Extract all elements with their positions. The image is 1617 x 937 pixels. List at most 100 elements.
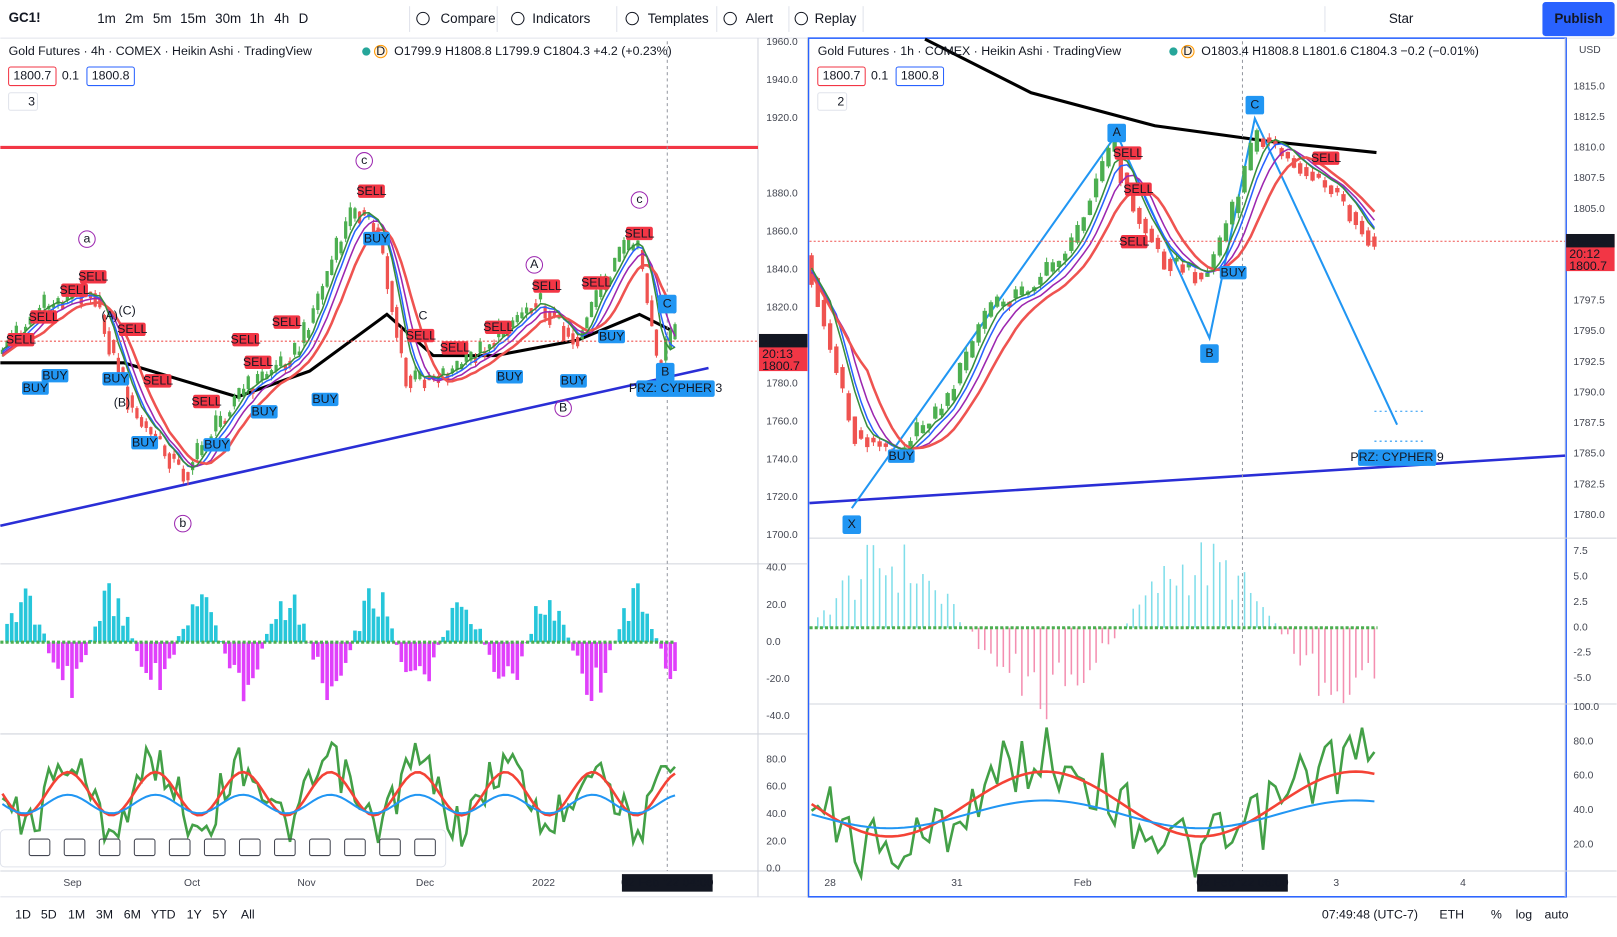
- toolbar-button[interactable]: Alert: [746, 11, 774, 26]
- drawing-tool[interactable]: [238, 838, 261, 857]
- time-label: Feb: [1074, 878, 1092, 889]
- drawing-tool[interactable]: [274, 838, 296, 857]
- candle-body: [945, 393, 950, 406]
- drawing-tool[interactable]: [309, 838, 331, 857]
- candle-body: [834, 346, 839, 373]
- range-button[interactable]: 1M: [68, 908, 85, 922]
- interval[interactable]: 1m: [97, 11, 116, 26]
- range-button[interactable]: 3M: [96, 908, 113, 922]
- drawing-tool[interactable]: [344, 838, 366, 857]
- interval[interactable]: 1h: [250, 11, 265, 26]
- range-button[interactable]: 6M: [124, 908, 141, 922]
- prz-box: [636, 380, 715, 397]
- rsi-blue: [1, 793, 676, 815]
- candle-body: [255, 374, 260, 384]
- candle-body: [1118, 157, 1123, 184]
- drawing-tool[interactable]: [63, 838, 86, 857]
- last-price: 1802.4: [762, 333, 800, 347]
- price-label: 1960.0: [766, 37, 798, 48]
- session[interactable]: ETH: [1439, 908, 1464, 922]
- candle-body: [51, 304, 56, 308]
- candle-body: [1007, 301, 1012, 307]
- range-button[interactable]: 1D: [15, 908, 31, 922]
- publish-label[interactable]: Publish: [1554, 11, 1602, 26]
- candle-body: [1044, 262, 1049, 276]
- signal: BUY: [497, 370, 522, 384]
- candle-body: [673, 324, 677, 340]
- drawing-tool[interactable]: [414, 838, 436, 857]
- range-button[interactable]: 5D: [41, 908, 57, 922]
- legend-toggle[interactable]: [817, 92, 848, 111]
- range-button[interactable]: 5Y: [212, 908, 227, 922]
- candle-body: [181, 468, 185, 482]
- interval[interactable]: 15m: [180, 11, 206, 26]
- toolbar-button[interactable]: Templates: [648, 11, 709, 26]
- candle-body: [1217, 237, 1222, 256]
- interval[interactable]: D: [299, 11, 309, 26]
- signal: BUY: [103, 372, 128, 386]
- candle-body: [1081, 217, 1086, 231]
- candle-body: [613, 257, 617, 272]
- candle-body: [982, 310, 987, 329]
- drawing-tool[interactable]: [203, 838, 226, 857]
- candle-body: [1353, 212, 1359, 226]
- cypher-pattern: [850, 115, 1399, 509]
- toolbar-button[interactable]: Replay: [815, 11, 857, 26]
- candle-body: [371, 223, 376, 233]
- interval[interactable]: 2m: [125, 11, 144, 26]
- candle-body: [1161, 251, 1167, 270]
- drawing-tool[interactable]: [98, 838, 121, 857]
- range-button[interactable]: YTD: [151, 908, 176, 922]
- toolbar-button[interactable]: Indicators: [532, 11, 590, 26]
- legend-toggle[interactable]: [8, 92, 38, 111]
- candle-body: [1366, 230, 1371, 246]
- candle-body: [622, 239, 626, 254]
- interval[interactable]: 5m: [153, 11, 172, 26]
- candle-body: [492, 343, 496, 347]
- indicator-count[interactable]: 2: [837, 94, 844, 108]
- percent-toggle[interactable]: %: [1491, 908, 1502, 922]
- bid-tag: 1800.7: [762, 359, 800, 373]
- candle-body: [1174, 257, 1179, 262]
- candle-body: [112, 340, 116, 354]
- cursor-time-bg: [1197, 874, 1288, 892]
- drawing-tool[interactable]: [168, 838, 191, 857]
- candle-body: [939, 408, 944, 416]
- signal-box: [560, 374, 587, 388]
- range-button[interactable]: 1Y: [187, 908, 202, 922]
- currency[interactable]: USD: [1579, 45, 1601, 56]
- candle-body: [1248, 142, 1253, 171]
- toolbar-button[interactable]: Compare: [441, 11, 496, 26]
- button-icon: [416, 11, 430, 26]
- drawing-tool[interactable]: [379, 838, 401, 857]
- symbol[interactable]: GC1!: [9, 10, 41, 25]
- candle-body: [126, 386, 130, 410]
- prz-box: [1357, 449, 1437, 466]
- publish-button[interactable]: [1542, 2, 1615, 37]
- candle-body: [269, 370, 274, 376]
- candle-body: [1186, 263, 1192, 268]
- candle-body: [951, 388, 957, 401]
- auto-toggle[interactable]: auto: [1544, 908, 1568, 922]
- log-toggle[interactable]: log: [1516, 908, 1533, 922]
- candle-body: [390, 281, 394, 312]
- candle-body: [464, 348, 468, 362]
- candle-body: [441, 368, 445, 375]
- badge-bg: [1181, 44, 1195, 59]
- drawing-tool[interactable]: [28, 838, 51, 857]
- candle-body: [608, 277, 612, 285]
- countdown: 20:13: [762, 347, 793, 361]
- layout-name[interactable]: Star: [1389, 11, 1414, 26]
- candle-body: [79, 296, 83, 305]
- candle-body: [469, 351, 473, 361]
- candle-body: [228, 412, 232, 417]
- signal: BUY: [42, 369, 67, 383]
- button-icon: [794, 11, 808, 26]
- candle-body: [1063, 253, 1068, 261]
- indicator-count[interactable]: 3: [28, 94, 35, 108]
- interval[interactable]: 30m: [215, 11, 241, 26]
- interval[interactable]: 4h: [274, 11, 289, 26]
- range-button[interactable]: All: [241, 908, 255, 922]
- drawing-tool[interactable]: [133, 838, 156, 857]
- signal-box: [131, 436, 159, 450]
